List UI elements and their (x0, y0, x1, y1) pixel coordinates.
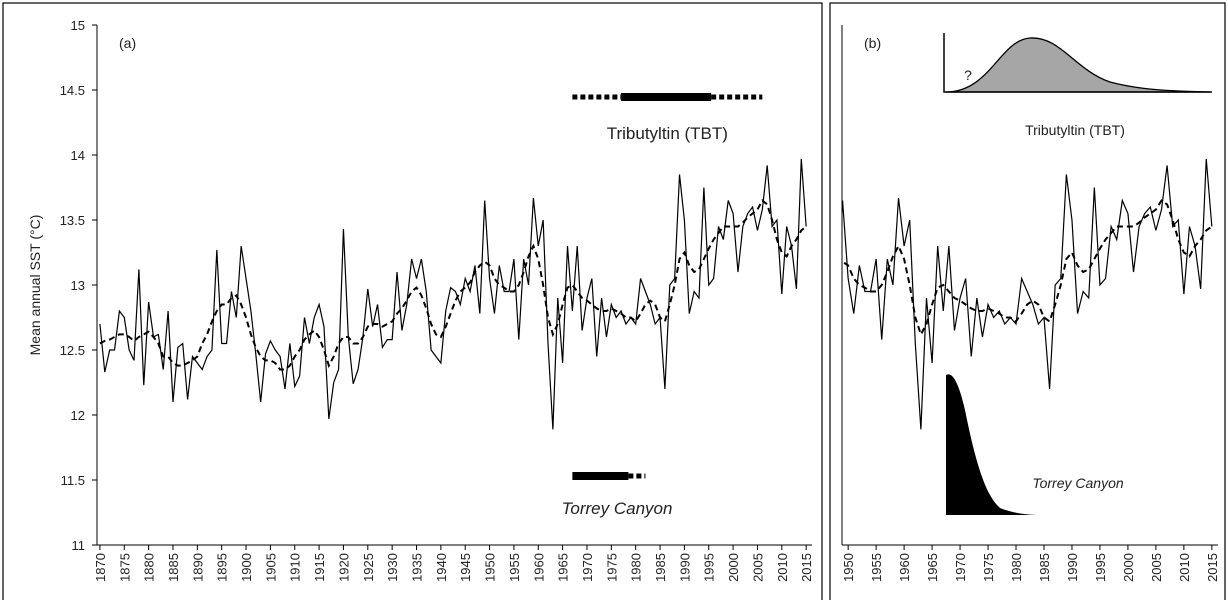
x-tick-label: 1980 (629, 553, 644, 582)
panel-label: (b) (864, 35, 881, 51)
x-tick-label: 2005 (1149, 553, 1164, 582)
x-tick-label: 1885 (166, 553, 181, 582)
torrey-distribution (946, 374, 1042, 515)
x-tick-label: 1975 (604, 553, 619, 582)
x-tick-label: 1965 (925, 553, 940, 582)
plot-area (842, 158, 1213, 430)
annual-line (842, 158, 1213, 430)
smoothed-line (99, 198, 807, 371)
x-tick-label: 2000 (1121, 553, 1136, 582)
x-tick-label: 1900 (239, 553, 254, 582)
x-tick-label: 1955 (869, 553, 884, 582)
x-tick-label: 1920 (336, 553, 351, 582)
x-tick-label: 1930 (385, 553, 400, 582)
y-tick-label: 15 (71, 18, 85, 33)
y-tick-label: 11.5 (61, 473, 85, 488)
y-tick-label: 14 (71, 148, 85, 163)
annotation: Tributyltin (TBT) (1025, 122, 1125, 138)
x-tick-label: 1970 (953, 553, 968, 582)
x-tick-label: 1985 (653, 553, 668, 582)
x-tick-label: 1925 (361, 553, 376, 582)
x-tick-label: 1955 (507, 553, 522, 582)
x-tick-label: 2000 (726, 553, 741, 582)
x-tick-label: 1990 (1065, 553, 1080, 582)
x-tick-label: 2005 (750, 553, 765, 582)
x-tick-label: 1870 (93, 553, 108, 582)
x-tick-label: 1880 (142, 553, 157, 582)
y-axis-label: Mean annual SST (°C) (27, 215, 43, 356)
x-tick-label: 1995 (702, 553, 717, 582)
x-tick-label: 2010 (1177, 553, 1192, 582)
panel-a-frame (2, 2, 823, 600)
annual-line (99, 158, 807, 430)
x-tick-label: 1960 (897, 553, 912, 582)
x-tick-label: 2015 (1205, 553, 1220, 582)
panel-b-frame (829, 2, 1226, 600)
x-tick-label: 1950 (483, 553, 498, 582)
x-tick-label: 1980 (1009, 553, 1024, 582)
x-tick-label: 1910 (288, 553, 303, 582)
plot-area (99, 158, 807, 430)
x-tick-label: 1945 (458, 553, 473, 582)
x-tick-label: 1990 (677, 553, 692, 582)
x-tick-label: 1940 (434, 553, 449, 582)
y-tick-label: 14.5 (60, 83, 85, 98)
x-tick-label: 1905 (263, 553, 278, 582)
x-tick-label: 1970 (580, 553, 595, 582)
x-tick-label: 1965 (556, 553, 571, 582)
x-tick-label: 1950 (841, 553, 856, 582)
x-tick-label: 1895 (215, 553, 230, 582)
y-tick-label: 12.5 (60, 343, 85, 358)
x-tick-label: 2015 (799, 553, 814, 582)
annotation: Tributyltin (TBT) (607, 124, 728, 143)
x-tick-label: 1890 (190, 553, 205, 582)
x-tick-label: 2010 (775, 553, 790, 582)
annotation: Torrey Canyon (562, 499, 673, 518)
x-tick-label: 1995 (1093, 553, 1108, 582)
x-tick-label: 1985 (1037, 553, 1052, 582)
x-tick-label: 1975 (981, 553, 996, 582)
tbt-distribution (943, 33, 1212, 93)
x-tick-label: 1960 (531, 553, 546, 582)
y-tick-label: 13.5 (60, 213, 85, 228)
y-tick-label: 13 (71, 278, 85, 293)
annotation: ? (964, 67, 972, 83)
x-tick-label: 1915 (312, 553, 327, 582)
y-tick-label: 12 (71, 408, 85, 423)
panel-label: (a) (119, 35, 136, 51)
y-tick-label: 11 (72, 538, 86, 553)
x-tick-label: 1875 (117, 553, 132, 582)
x-tick-label: 1935 (410, 553, 425, 582)
smoothed-line (842, 199, 1213, 337)
annotation: Torrey Canyon (1032, 475, 1124, 491)
